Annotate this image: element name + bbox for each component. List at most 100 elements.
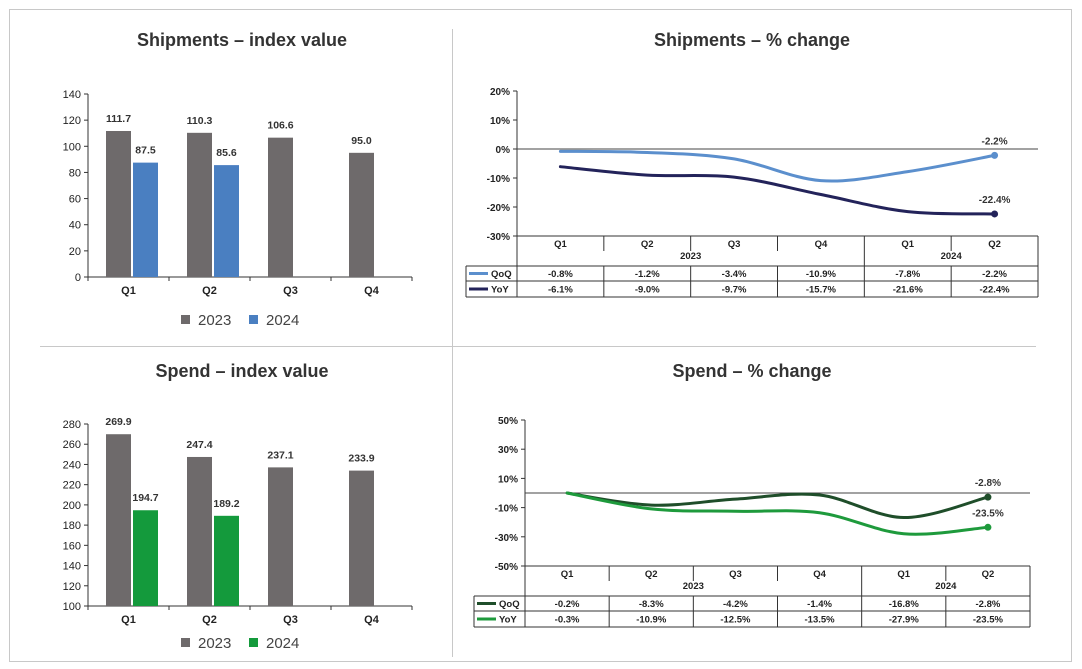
- shipments_change-x-tick-label: Q2: [641, 239, 654, 250]
- shipments_change-table-value: -0.8%: [548, 269, 573, 280]
- shipments_change-x-tick-label: Q4: [815, 239, 828, 250]
- spend_index-bar-2023-Q1: [106, 434, 131, 606]
- spend_change-y-tick-label: -50%: [495, 562, 518, 573]
- shipments_change-legend-label-YoY: YoY: [491, 285, 509, 296]
- shipments_index-bar-2023-Q4: [349, 152, 374, 277]
- spend_index-x-tick-label: Q4: [364, 614, 380, 626]
- shipments_change-y-tick-label: -20%: [487, 203, 510, 214]
- vertical-divider: [452, 29, 453, 657]
- shipments_change-line-YoY: [558, 165, 997, 216]
- spend_change-legend-label-QoQ: QoQ: [499, 599, 520, 610]
- shipments_change-table-value: -9.0%: [635, 285, 660, 296]
- shipments_change-legend-label-QoQ: QoQ: [491, 269, 512, 280]
- shipments_change-table-value: -21.6%: [893, 285, 924, 296]
- shipments_change-table-value: -2.2%: [982, 269, 1007, 280]
- spend-change-title: Spend – % change: [672, 361, 832, 381]
- spend_change-table-value: -1.4%: [807, 599, 832, 610]
- spend_change-x-tick-label: Q4: [813, 569, 826, 580]
- spend_index-data-label: 237.1: [267, 449, 293, 461]
- spend_change-line-YoY: [565, 491, 990, 536]
- spend_change-x-tick-label: Q1: [897, 569, 910, 580]
- shipments_index-y-tick-label: 20: [69, 246, 81, 258]
- spend_index-data-label: 247.4: [186, 439, 212, 451]
- spend_change-end-marker-YoY: [984, 523, 992, 531]
- shipments-change-title: Shipments – % change: [653, 30, 851, 50]
- shipments_change-end-label-YoY: -22.4%: [979, 195, 1011, 206]
- spend-index-title: Spend – index value: [155, 361, 329, 381]
- shipments_change-x-tick-label: Q1: [554, 239, 567, 250]
- spend_change-y-tick-label: -30%: [495, 533, 518, 544]
- spend_index-y-tick-label: 180: [63, 520, 81, 532]
- spend_change-y-tick-label: 50%: [498, 416, 518, 427]
- shipments_change-table-value: -3.4%: [722, 269, 747, 280]
- spend_index-y-tick-label: 140: [63, 561, 81, 573]
- spend_index-y-tick-label: 160: [63, 540, 81, 552]
- spend_index-legend-label-2024: 2024: [266, 635, 299, 652]
- shipments_index-y-tick-label: 80: [69, 167, 81, 179]
- spend_index-bar-2023-Q3: [268, 467, 293, 606]
- spend_change-x-tick-label: Q2: [645, 569, 658, 580]
- spend_change-end-label-YoY: -23.5%: [972, 508, 1004, 519]
- shipments_index-x-tick-label: Q4: [364, 285, 380, 297]
- shipments_change-table-value: -6.1%: [548, 285, 573, 296]
- spend_index-y-tick-label: 120: [63, 581, 81, 593]
- spend_index-data-label: 233.9: [348, 453, 374, 465]
- spend_index-y-tick-label: 240: [63, 459, 81, 471]
- shipments_change-end-marker-QoQ: [991, 151, 999, 159]
- shipments_change-end-marker-YoY: [991, 210, 999, 218]
- spend_index-data-label: 194.7: [132, 492, 158, 504]
- shipments_change-y-tick-label: 10%: [490, 116, 510, 127]
- spend_change-end-marker-QoQ: [984, 493, 992, 501]
- spend_change-table-value: -13.5%: [805, 615, 836, 626]
- spend_index-x-tick-label: Q2: [202, 614, 217, 626]
- spend_index-bar-2023-Q2: [187, 456, 212, 606]
- shipments_index-data-label: 106.6: [267, 120, 293, 132]
- spend_index-data-label: 189.2: [213, 498, 239, 510]
- shipments_change-table-value: -1.2%: [635, 269, 660, 280]
- horizontal-divider: [40, 346, 1036, 347]
- spend_change-table-value: -8.3%: [639, 599, 664, 610]
- shipments_change-end-label-QoQ: -2.2%: [982, 136, 1008, 147]
- shipments_index-data-label: 110.3: [187, 115, 213, 127]
- shipments_index-y-tick-label: 120: [63, 115, 81, 127]
- shipments_index-y-tick-label: 60: [69, 194, 81, 206]
- shipments_index-data-label: 87.5: [135, 145, 156, 157]
- spend_change-y-tick-label: 10%: [498, 474, 518, 485]
- spend_index-legend-swatch-2023: [181, 638, 190, 647]
- shipments_index-bar-2024-Q2: [214, 165, 239, 277]
- shipments_index-bar-2023-Q3: [268, 137, 293, 277]
- spend_index-legend-swatch-2024: [249, 638, 258, 647]
- spend_index-x-tick-label: Q3: [283, 614, 298, 626]
- spend_change-table-value: -2.8%: [976, 599, 1001, 610]
- shipments_index-x-tick-label: Q3: [283, 285, 298, 297]
- shipments_index-data-label: 85.6: [216, 147, 237, 159]
- shipments_index-y-tick-label: 140: [63, 89, 81, 101]
- spend_index-data-label: 269.9: [105, 416, 131, 428]
- shipments_index-x-tick-label: Q1: [121, 285, 136, 297]
- dashboard-frame: [9, 9, 1072, 662]
- spend_change-table-value: -27.9%: [889, 615, 920, 626]
- shipments_index-data-label: 95.0: [351, 135, 372, 147]
- shipments_index-bar-2024-Q1: [133, 162, 158, 277]
- shipments_index-legend-swatch-2024: [249, 315, 258, 324]
- spend_change-year-label: 2024: [935, 581, 957, 592]
- spend_change-table-value: -23.5%: [973, 615, 1004, 626]
- shipments_index-y-tick-label: 0: [75, 272, 81, 284]
- shipments_index-y-tick-label: 100: [63, 141, 81, 153]
- spend_change-table-value: -0.3%: [555, 615, 580, 626]
- spend_change-x-tick-label: Q2: [982, 569, 995, 580]
- spend_change-table-value: -4.2%: [723, 599, 748, 610]
- spend_index-bar-2024-Q1: [133, 510, 158, 606]
- shipments_change-y-tick-label: 20%: [490, 87, 510, 98]
- shipments_change-year-label: 2024: [941, 251, 963, 262]
- shipments_index-bar-2023-Q2: [187, 132, 212, 277]
- spend_index-legend-label-2023: 2023: [198, 635, 231, 652]
- shipments_index-x-tick-label: Q2: [202, 285, 217, 297]
- shipments_change-table-value: -10.9%: [806, 269, 837, 280]
- shipments_change-table-value: -7.8%: [895, 269, 920, 280]
- spend_change-table-value: -12.5%: [720, 615, 751, 626]
- shipments-index-title: Shipments – index value: [136, 30, 348, 50]
- spend_index-y-tick-label: 280: [63, 419, 81, 431]
- shipments_change-table-value: -22.4%: [980, 285, 1011, 296]
